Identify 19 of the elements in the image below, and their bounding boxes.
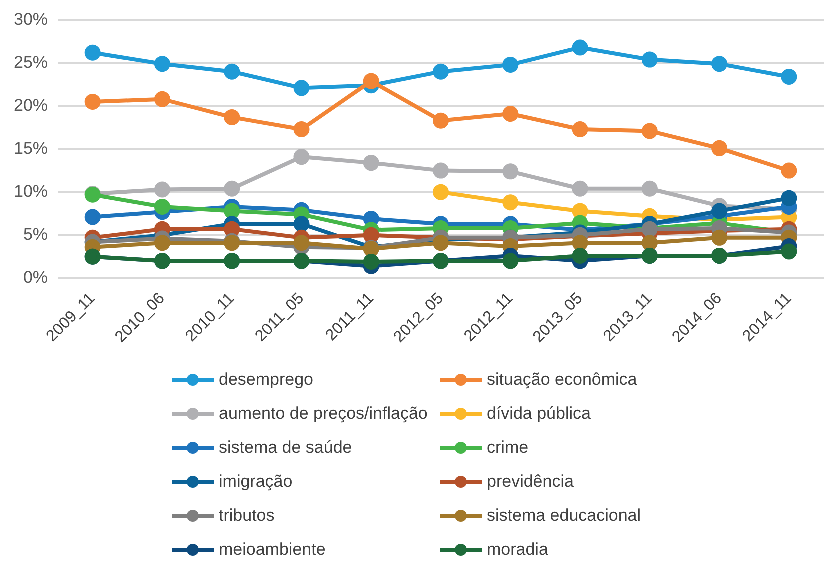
legend-label: sistema educacional xyxy=(487,506,642,526)
legend-label: moradia xyxy=(487,540,548,560)
y-tick-label: 10% xyxy=(14,182,48,202)
legend-label: desemprego xyxy=(219,370,314,390)
y-tick-label: 0% xyxy=(23,268,48,288)
legend-label: previdência xyxy=(487,472,574,492)
legend-label: meioambiente xyxy=(219,540,326,560)
y-tick-label: 15% xyxy=(14,138,48,158)
y-tick-label: 20% xyxy=(14,96,48,115)
legend-label: sistema de saúde xyxy=(219,438,352,458)
y-tick-label: 5% xyxy=(23,225,48,244)
legend-label: situação econômica xyxy=(487,370,638,390)
legend-label: imigração xyxy=(219,472,293,492)
legend-label: aumento de preços/inflação xyxy=(219,404,428,424)
legend-label: tributos xyxy=(219,506,275,526)
y-tick-label: 30% xyxy=(14,10,48,29)
legend-label: crime xyxy=(487,438,529,458)
y-tick-label: 25% xyxy=(14,52,48,72)
legend-label: dívida pública xyxy=(487,404,591,424)
